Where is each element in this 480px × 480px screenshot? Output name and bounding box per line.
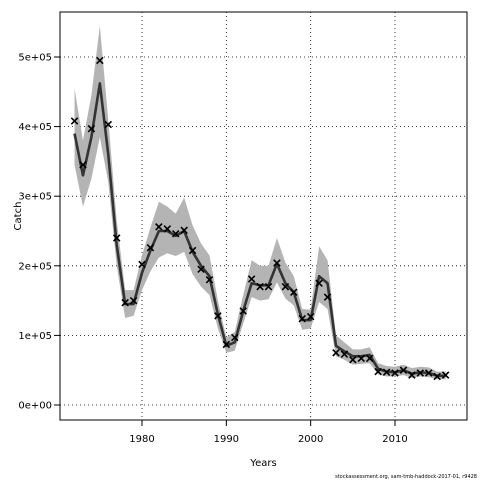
observed-catch-point bbox=[357, 354, 366, 363]
confidence-band-layer bbox=[74, 25, 446, 380]
observed-catch-point bbox=[365, 354, 374, 363]
observed-catch-point bbox=[79, 161, 87, 169]
y-tick-label: 5e+05 bbox=[18, 53, 52, 64]
observed-catch-markers bbox=[70, 56, 450, 381]
observed-catch-point bbox=[163, 225, 172, 233]
observed-catch-point bbox=[349, 355, 357, 364]
observed-catch-point bbox=[171, 230, 180, 238]
observed-catch-point bbox=[222, 340, 231, 349]
estimated-catch-line bbox=[73, 82, 446, 378]
observed-catch-point bbox=[315, 279, 323, 287]
x-axis-ticks: 1980 1990 2000 2010 bbox=[129, 420, 408, 445]
y-axis-title: Catch bbox=[13, 202, 24, 231]
x-tick-label: 2000 bbox=[298, 434, 323, 445]
observed-catch-point bbox=[441, 371, 450, 379]
x-tick-label: 1990 bbox=[214, 434, 239, 445]
observed-catch-point bbox=[104, 120, 113, 129]
observed-catch-point bbox=[424, 369, 433, 377]
observed-catch-point bbox=[433, 372, 441, 381]
observed-catch-point bbox=[231, 333, 239, 342]
observed-catch-point bbox=[112, 234, 121, 242]
observed-catch-point bbox=[214, 312, 222, 320]
y-tick-label: 0e+00 bbox=[18, 401, 52, 412]
observed-catch-point bbox=[281, 282, 290, 291]
observed-catch-point bbox=[399, 366, 408, 374]
observed-catch-point bbox=[197, 265, 205, 274]
gridlines bbox=[60, 12, 467, 420]
observed-catch-point bbox=[70, 117, 79, 125]
observed-catch-point bbox=[290, 288, 298, 297]
observed-catch-point bbox=[264, 282, 273, 291]
observed-catch-point bbox=[96, 56, 104, 65]
observed-catch-point bbox=[416, 369, 425, 377]
y-tick-label: 3e+05 bbox=[18, 192, 52, 203]
y-tick-label: 2e+05 bbox=[18, 261, 52, 272]
footer-source-note: stockassessment.org, sam-tmb-haddock-201… bbox=[335, 474, 477, 480]
observed-catch-point bbox=[323, 293, 332, 301]
observed-catch-point bbox=[239, 307, 247, 315]
observed-catch-point bbox=[298, 314, 306, 323]
plot-frame bbox=[59, 11, 468, 421]
observed-catch-point bbox=[155, 223, 163, 231]
observed-catch-point bbox=[391, 369, 399, 377]
observed-catch-point bbox=[121, 298, 129, 307]
x-tick-label: 2010 bbox=[382, 434, 407, 445]
x-axis-title: Years bbox=[249, 458, 276, 469]
observed-catch-point bbox=[180, 226, 188, 235]
observed-catch-point bbox=[306, 312, 315, 321]
observed-catch-point bbox=[332, 349, 340, 357]
observed-catch-point bbox=[340, 350, 349, 358]
observed-catch-point bbox=[247, 275, 256, 283]
observed-catch-point bbox=[205, 275, 214, 284]
y-tick-label: 4e+05 bbox=[18, 122, 52, 133]
y-axis-ticks: 0e+00 1e+05 2e+05 3e+05 4e+05 5e+05 bbox=[18, 53, 60, 412]
observed-catch-point bbox=[382, 368, 391, 377]
estimate-line-layer bbox=[73, 82, 446, 378]
observed-catch-point bbox=[138, 260, 146, 269]
y-tick-label: 1e+05 bbox=[18, 331, 52, 342]
confidence-band bbox=[74, 25, 446, 380]
x-tick-label: 1980 bbox=[129, 434, 154, 445]
observed-catch-point bbox=[408, 371, 416, 379]
observed-catch-point bbox=[256, 282, 264, 291]
observed-catch-point bbox=[87, 124, 96, 133]
observed-catch-point bbox=[146, 243, 155, 252]
observed-catch-point bbox=[188, 246, 197, 255]
observed-catch-point bbox=[273, 259, 281, 267]
observed-catch-point bbox=[129, 296, 138, 305]
observed-catch-point bbox=[374, 367, 382, 376]
